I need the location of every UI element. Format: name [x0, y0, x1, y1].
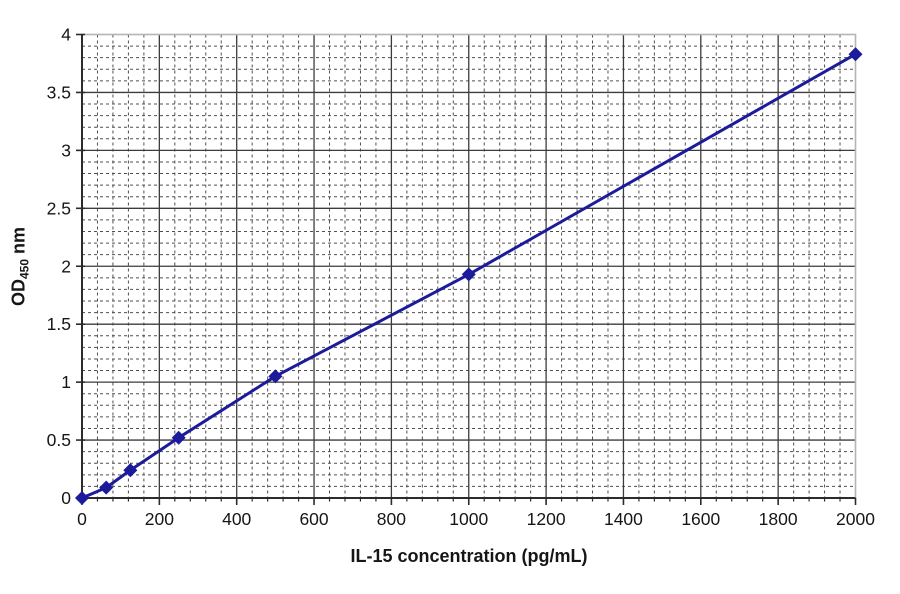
x-tick-label: 0 — [77, 509, 87, 529]
y-tick-label: 0 — [61, 488, 71, 508]
x-tick-label: 1400 — [604, 509, 643, 529]
y-axis-title-main: OD — [8, 279, 29, 307]
x-tick-label: 1000 — [449, 509, 488, 529]
x-tick-label: 800 — [377, 509, 406, 529]
data-point-marker — [74, 490, 90, 506]
data-point-marker — [123, 463, 138, 478]
x-tick-label: 400 — [222, 509, 251, 529]
data-point-marker — [268, 369, 283, 384]
x-axis-title: IL-15 concentration (pg/mL) — [350, 546, 588, 566]
x-tick-label: 600 — [299, 509, 328, 529]
x-tick-label: 1800 — [759, 509, 798, 529]
y-tick-label: 4 — [61, 25, 71, 45]
x-tick-label: 2000 — [836, 509, 875, 529]
y-axis-title: OD450 nm — [9, 206, 32, 328]
y-axis-title-unit: nm — [8, 226, 29, 259]
data-point-marker — [848, 47, 863, 62]
y-axis-title-subscript: 450 — [17, 259, 32, 280]
x-tick-label: 1600 — [681, 509, 720, 529]
data-point-marker — [171, 430, 186, 445]
y-tick-label: 2 — [61, 256, 71, 276]
y-tick-label: 2.5 — [47, 198, 71, 218]
x-tick-label: 200 — [145, 509, 174, 529]
data-point-marker — [99, 480, 114, 495]
x-tick-label: 1200 — [527, 509, 566, 529]
y-tick-label: 3.5 — [47, 82, 71, 102]
data-point-marker — [461, 267, 476, 282]
y-tick-label: 1 — [61, 372, 71, 392]
y-tick-label: 1.5 — [47, 314, 71, 334]
y-tick-label: 3 — [61, 140, 71, 160]
y-tick-label: 0.5 — [47, 430, 71, 450]
